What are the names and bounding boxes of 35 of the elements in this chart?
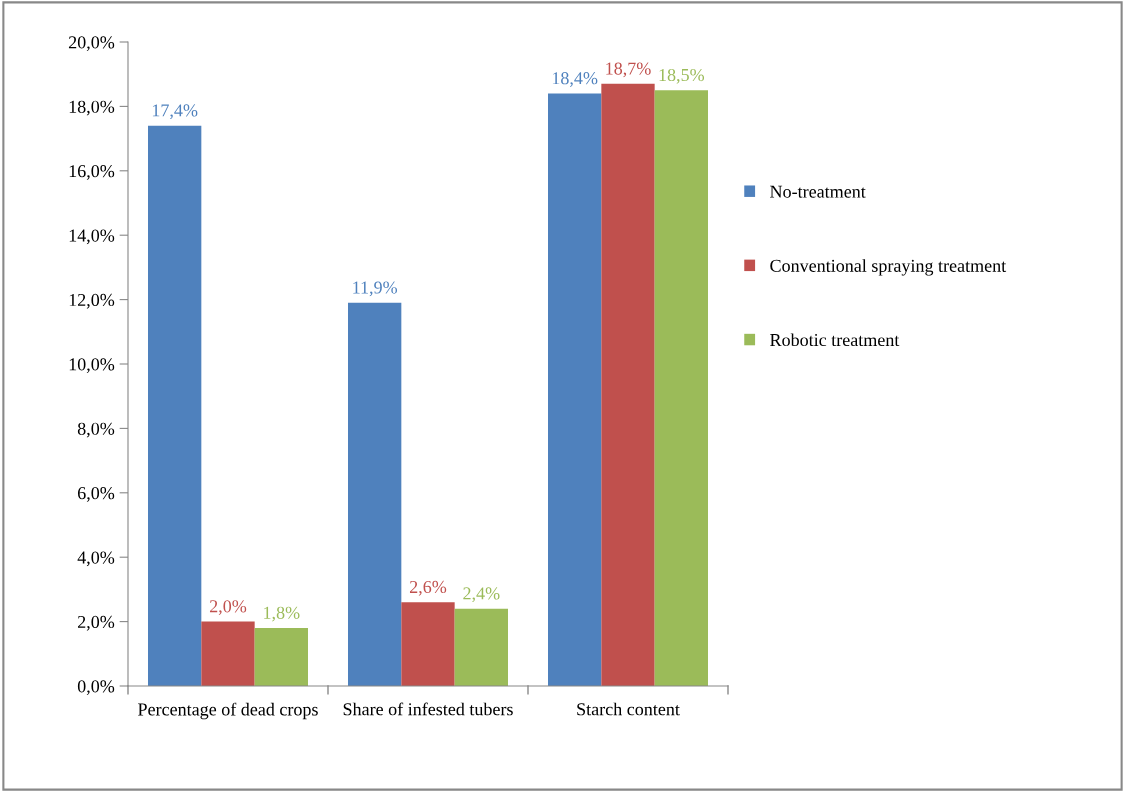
y-tick-label: 10,0%: [69, 358, 115, 374]
bar: [254, 628, 308, 686]
data-label: 1,8%: [264, 606, 300, 622]
y-tick-label: 8,0%: [77, 422, 115, 438]
bar: [454, 608, 508, 686]
y-tick-label: 4,0%: [77, 551, 115, 567]
data-label: 11,9%: [353, 281, 398, 297]
legend-label: Conventional spraying treatment: [770, 259, 1007, 276]
bar: [201, 621, 255, 686]
y-tick-label: 20,0%: [68, 36, 115, 52]
y-tick-label: 0,0%: [77, 680, 115, 696]
bar: [601, 83, 655, 686]
y-tick-label: 6,0%: [77, 487, 115, 502]
y-tick-label: 14,0%: [69, 229, 115, 245]
data-label: 18,7%: [606, 62, 651, 78]
bar: [401, 602, 455, 686]
y-tick-label: 12,0%: [69, 293, 115, 309]
y-tick-label: 2,0%: [77, 615, 115, 631]
x-tick-label: Share of infested tubers: [343, 702, 513, 716]
y-tick-label: 16,0%: [69, 165, 115, 180]
data-label: 2,6%: [409, 580, 447, 596]
data-label: 2,0%: [209, 600, 247, 615]
bar: [148, 125, 202, 686]
bar: [348, 302, 402, 686]
data-label: 18,5%: [659, 68, 705, 84]
x-tick-label: Starch content: [577, 702, 680, 716]
bar: [548, 93, 602, 686]
x-tick-label: Percentage of dead crops: [138, 702, 318, 720]
legend-label: No-treatment: [770, 185, 866, 198]
bar: [654, 90, 708, 686]
data-label: 2,4%: [463, 587, 500, 603]
data-label: 17,4%: [152, 104, 198, 120]
data-label: 18,4%: [552, 72, 598, 87]
y-tick-label: 18,0%: [69, 100, 115, 116]
legend-label: Robotic treatment: [770, 333, 900, 347]
